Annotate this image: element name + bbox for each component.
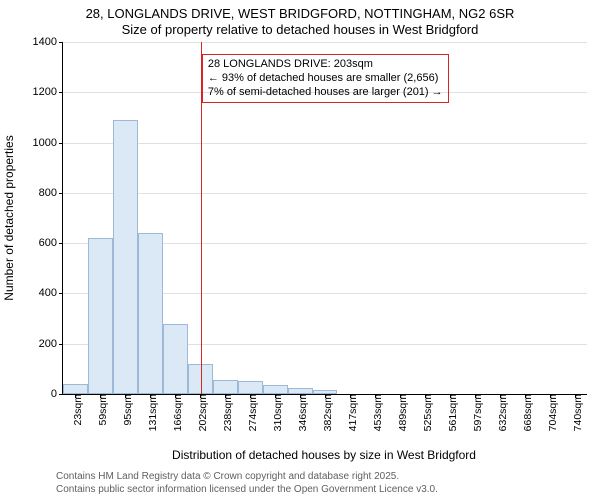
- xtick-label: 417sqm: [341, 394, 359, 431]
- chart-title-line1: 28, LONGLANDS DRIVE, WEST BRIDGFORD, NOT…: [0, 6, 600, 21]
- histogram-bar: [113, 120, 138, 394]
- xtick-label: 95sqm: [116, 394, 134, 426]
- ytick-label: 600: [39, 237, 63, 249]
- xtick-label: 310sqm: [266, 394, 284, 431]
- xtick-label: 740sqm: [566, 394, 584, 431]
- xtick-label: 382sqm: [316, 394, 334, 431]
- histogram-bar: [138, 233, 163, 394]
- xtick-label: 238sqm: [216, 394, 234, 431]
- gridline-h: [63, 42, 587, 43]
- histogram-bar: [238, 381, 263, 394]
- xtick-label: 131sqm: [141, 394, 159, 431]
- xtick-label: 561sqm: [441, 394, 459, 431]
- ytick-label: 200: [39, 338, 63, 350]
- xtick-label: 704sqm: [541, 394, 559, 431]
- ytick-label: 1200: [33, 86, 63, 98]
- xtick-label: 202sqm: [191, 394, 209, 431]
- x-axis-label: Distribution of detached houses by size …: [62, 448, 586, 462]
- annotation-box: 28 LONGLANDS DRIVE: 203sqm← 93% of detac…: [202, 54, 449, 103]
- histogram-bar: [63, 384, 88, 394]
- xtick-label: 59sqm: [91, 394, 109, 426]
- xtick-label: 166sqm: [166, 394, 184, 431]
- xtick-label: 274sqm: [241, 394, 259, 431]
- footer-line1: Contains HM Land Registry data © Crown c…: [56, 470, 399, 483]
- xtick-label: 668sqm: [516, 394, 534, 431]
- xtick-label: 453sqm: [366, 394, 384, 431]
- annotation-line2: ← 93% of detached houses are smaller (2,…: [208, 72, 443, 86]
- annotation-line1: 28 LONGLANDS DRIVE: 203sqm: [208, 58, 443, 72]
- histogram-bar: [213, 380, 238, 394]
- y-axis-label: Number of detached properties: [2, 135, 16, 300]
- ytick-label: 400: [39, 287, 63, 299]
- plot-area: 020040060080010001200140023sqm59sqm95sqm…: [62, 42, 587, 395]
- ytick-label: 800: [39, 187, 63, 199]
- xtick-label: 346sqm: [291, 394, 309, 431]
- ytick-label: 1400: [33, 36, 63, 48]
- ytick-label: 0: [51, 388, 63, 400]
- xtick-label: 525sqm: [416, 394, 434, 431]
- footer-line2: Contains public sector information licen…: [56, 483, 438, 496]
- histogram-chart: 28, LONGLANDS DRIVE, WEST BRIDGFORD, NOT…: [0, 0, 600, 500]
- xtick-label: 597sqm: [466, 394, 484, 431]
- ytick-label: 1000: [33, 137, 63, 149]
- chart-title-line2: Size of property relative to detached ho…: [0, 22, 600, 37]
- annotation-line3: 7% of semi-detached houses are larger (2…: [208, 86, 443, 100]
- xtick-label: 489sqm: [391, 394, 409, 431]
- gridline-h: [63, 143, 587, 144]
- histogram-bar: [88, 238, 113, 394]
- gridline-h: [63, 193, 587, 194]
- xtick-label: 23sqm: [66, 394, 84, 426]
- xtick-label: 632sqm: [491, 394, 509, 431]
- histogram-bar: [163, 324, 188, 394]
- histogram-bar: [263, 385, 288, 394]
